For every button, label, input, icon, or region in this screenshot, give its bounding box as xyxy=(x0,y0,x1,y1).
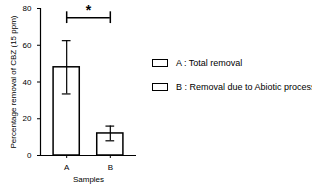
svg-text:*: * xyxy=(86,2,92,18)
html-text:A : Total removal: A : Total removal xyxy=(176,58,243,68)
svg-text:40: 40 xyxy=(23,78,32,87)
svg-text:B: B xyxy=(108,163,113,172)
svg-text:A: A xyxy=(64,163,70,172)
svg-text:60: 60 xyxy=(23,41,32,50)
svg-text:20: 20 xyxy=(23,114,32,123)
svg-text:80: 80 xyxy=(23,4,32,13)
svg-text:Samples: Samples xyxy=(73,175,104,184)
svg-text:Percentage removal of CBZ (15: Percentage removal of CBZ (15 ppm) xyxy=(9,15,18,148)
svg-text:0: 0 xyxy=(27,151,32,160)
